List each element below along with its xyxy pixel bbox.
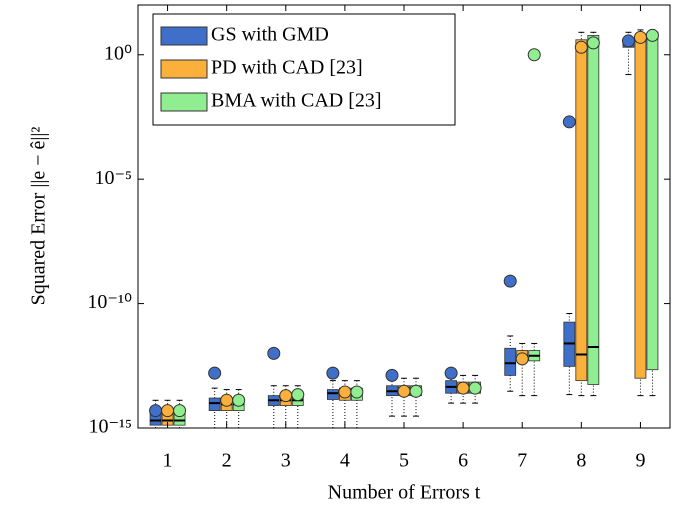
box — [575, 39, 588, 382]
legend-label: PD with CAD [23] — [211, 57, 363, 79]
x-tick-label: 4 — [340, 450, 350, 472]
x-tick-label: 3 — [281, 450, 291, 472]
legend-swatch — [160, 59, 208, 79]
legend: GS with GMD PD with CAD [23] BMA with CAD … — [152, 13, 456, 126]
legend-label: GS with GMD — [211, 24, 329, 46]
mean-marker — [456, 381, 470, 395]
y-tick-label: 10⁰ — [104, 42, 132, 64]
mean-marker — [161, 404, 175, 418]
x-tick-label: 1 — [163, 450, 173, 472]
mean-marker — [338, 385, 352, 399]
box — [587, 35, 600, 385]
x-tick-label: 6 — [458, 450, 468, 472]
box — [504, 347, 517, 376]
legend-swatch — [160, 92, 208, 112]
y-tick-label: 10⁻⁵ — [94, 167, 132, 189]
mean-marker — [220, 393, 234, 407]
y-tick-label: 10⁻¹⁵ — [88, 416, 132, 438]
box — [634, 35, 647, 379]
x-tick-label: 7 — [517, 450, 527, 472]
x-tick-label: 5 — [399, 450, 409, 472]
mean-marker — [232, 393, 246, 407]
mean-marker — [173, 404, 187, 418]
mean-marker — [586, 36, 600, 50]
mean-marker — [409, 384, 423, 398]
mean-marker — [562, 115, 576, 129]
mean-marker — [633, 30, 647, 44]
x-tick-label: 8 — [576, 450, 586, 472]
mean-marker — [208, 366, 222, 380]
box — [208, 397, 221, 412]
mean-marker — [397, 384, 411, 398]
legend-label: BMA with CAD [23] — [211, 90, 382, 112]
x-tick-label: 9 — [635, 450, 645, 472]
mean-marker — [291, 388, 305, 402]
mean-marker — [574, 40, 588, 54]
mean-marker — [621, 34, 635, 48]
box — [646, 31, 659, 371]
x-axis-label: Number of Errors t — [328, 482, 481, 504]
mean-marker — [468, 381, 482, 395]
y-tick-label: 10⁻¹⁰ — [87, 291, 132, 313]
mean-marker — [267, 346, 281, 360]
legend-swatch — [160, 26, 208, 46]
mean-marker — [326, 366, 340, 380]
mean-marker — [385, 368, 399, 382]
mean-marker — [515, 352, 529, 366]
plot-area — [149, 28, 659, 428]
y-axis-label: Squared Error ||e − ê||² — [28, 127, 50, 306]
box — [326, 389, 339, 400]
mean-marker — [527, 48, 541, 62]
mean-marker — [149, 404, 163, 418]
mean-marker — [279, 389, 293, 403]
mean-marker — [444, 366, 458, 380]
mean-marker — [503, 274, 517, 288]
mean-marker — [645, 28, 659, 42]
mean-marker — [350, 385, 364, 399]
x-tick-label: 2 — [222, 450, 232, 472]
